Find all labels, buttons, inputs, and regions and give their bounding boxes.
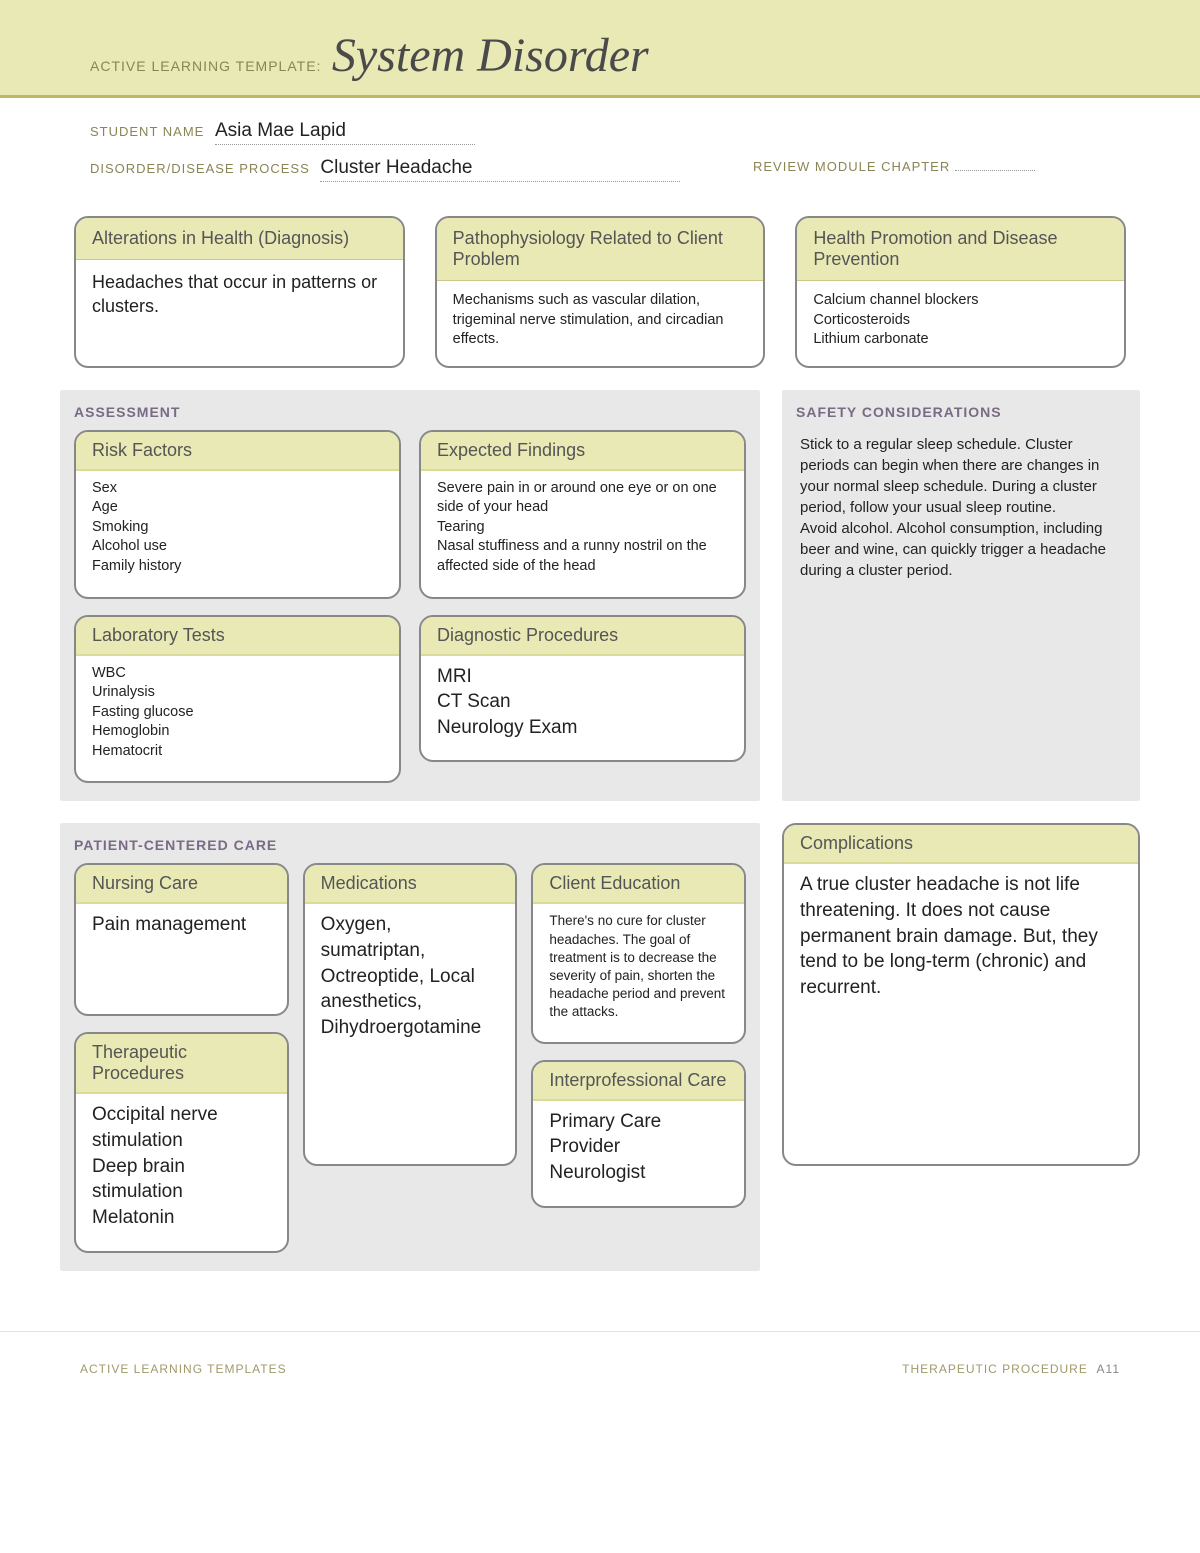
card-client-education-body: There's no cure for cluster headaches. T… [533, 904, 744, 1041]
card-medications-body: Oxygen, sumatriptan, Octreoptide, Local … [305, 904, 516, 1164]
disorder-label: DISORDER/DISEASE PROCESS [90, 161, 310, 176]
footer-left: ACTIVE LEARNING TEMPLATES [80, 1362, 287, 1376]
disorder-row: DISORDER/DISEASE PROCESS Cluster Headach… [90, 157, 1110, 182]
card-complications-body: A true cluster headache is not life thre… [784, 864, 1138, 1164]
banner-title: System Disorder [332, 28, 649, 83]
card-health-promotion-body: Calcium channel blockers Corticosteroids… [797, 281, 1124, 366]
page-footer: ACTIVE LEARNING TEMPLATES THERAPEUTIC PR… [0, 1331, 1200, 1376]
card-therapeutic-procedures: Therapeutic Procedures Occipital nerve s… [74, 1032, 289, 1252]
safety-body: Stick to a regular sleep schedule. Clust… [796, 430, 1126, 581]
card-expected-findings: Expected Findings Severe pain in or arou… [419, 430, 746, 599]
card-therapeutic-procedures-body: Occipital nerve stimulation Deep brain s… [76, 1094, 287, 1250]
card-medications: Medications Oxygen, sumatriptan, Octreop… [303, 863, 518, 1166]
card-client-education-title: Client Education [533, 865, 744, 904]
card-pathophysiology-body: Mechanisms such as vascular dilation, tr… [437, 281, 764, 366]
card-laboratory-tests: Laboratory Tests WBC Urinalysis Fasting … [74, 615, 401, 784]
card-expected-findings-title: Expected Findings [421, 432, 744, 471]
pcc-label: PATIENT-CENTERED CARE [74, 837, 746, 853]
student-name-label: STUDENT NAME [90, 124, 204, 139]
student-name-row: STUDENT NAME Asia Mae Lapid [90, 120, 1110, 145]
assessment-label: ASSESSMENT [74, 404, 746, 420]
card-laboratory-tests-title: Laboratory Tests [76, 617, 399, 656]
worksheet-page: ACTIVE LEARNING TEMPLATE: System Disorde… [0, 0, 1200, 1436]
safety-label: SAFETY CONSIDERATIONS [796, 404, 1126, 420]
card-expected-findings-body: Severe pain in or around one eye or on o… [421, 471, 744, 597]
footer-right-label: THERAPEUTIC PROCEDURE [902, 1362, 1088, 1376]
student-name-value: Asia Mae Lapid [215, 120, 475, 145]
banner-prefix: ACTIVE LEARNING TEMPLATE: [90, 58, 321, 74]
card-diagnostic-procedures: Diagnostic Procedures MRI CT Scan Neurol… [419, 615, 746, 763]
card-complications: Complications A true cluster headache is… [782, 823, 1140, 1166]
card-laboratory-tests-body: WBC Urinalysis Fasting glucose Hemoglobi… [76, 656, 399, 782]
card-interprofessional-care-title: Interprofessional Care [533, 1062, 744, 1101]
safety-panel: SAFETY CONSIDERATIONS Stick to a regular… [782, 390, 1140, 802]
card-diagnostic-procedures-body: MRI CT Scan Neurology Exam [421, 656, 744, 761]
card-pathophysiology: Pathophysiology Related to Client Proble… [435, 216, 766, 368]
card-alterations: Alterations in Health (Diagnosis) Headac… [74, 216, 405, 368]
review-chapter-blank [955, 157, 1035, 171]
complications-column: Complications A true cluster headache is… [782, 823, 1140, 1166]
review-chapter-label: REVIEW MODULE CHAPTER [753, 159, 950, 174]
main-content: Alterations in Health (Diagnosis) Headac… [0, 202, 1200, 1271]
pcc-panel: PATIENT-CENTERED CARE Nursing Care Pain … [60, 823, 760, 1270]
footer-page-code: A11 [1097, 1362, 1120, 1376]
page-banner: ACTIVE LEARNING TEMPLATE: System Disorde… [0, 0, 1200, 98]
meta-section: STUDENT NAME Asia Mae Lapid DISORDER/DIS… [0, 98, 1200, 202]
card-interprofessional-care-body: Primary Care Provider Neurologist [533, 1101, 744, 1206]
disorder-value: Cluster Headache [320, 157, 680, 182]
card-risk-factors-title: Risk Factors [76, 432, 399, 471]
card-medications-title: Medications [305, 865, 516, 904]
card-risk-factors: Risk Factors Sex Age Smoking Alcohol use… [74, 430, 401, 599]
assessment-panel: ASSESSMENT Risk Factors Sex Age Smoking … [60, 390, 760, 802]
card-alterations-title: Alterations in Health (Diagnosis) [76, 218, 403, 260]
card-nursing-care-title: Nursing Care [76, 865, 287, 904]
card-interprofessional-care: Interprofessional Care Primary Care Prov… [531, 1060, 746, 1208]
card-pathophysiology-title: Pathophysiology Related to Client Proble… [437, 218, 764, 281]
card-nursing-care: Nursing Care Pain management [74, 863, 289, 1016]
top-row: Alterations in Health (Diagnosis) Headac… [60, 216, 1140, 368]
bottom-row: PATIENT-CENTERED CARE Nursing Care Pain … [60, 823, 1140, 1270]
card-health-promotion: Health Promotion and Disease Prevention … [795, 216, 1126, 368]
card-risk-factors-body: Sex Age Smoking Alcohol use Family histo… [76, 471, 399, 597]
card-health-promotion-title: Health Promotion and Disease Prevention [797, 218, 1124, 281]
card-client-education: Client Education There's no cure for clu… [531, 863, 746, 1043]
card-alterations-body: Headaches that occur in patterns or clus… [76, 260, 403, 335]
card-therapeutic-procedures-title: Therapeutic Procedures [76, 1034, 287, 1094]
card-complications-title: Complications [784, 825, 1138, 864]
card-nursing-care-body: Pain management [76, 904, 287, 1014]
middle-row: ASSESSMENT Risk Factors Sex Age Smoking … [60, 390, 1140, 802]
card-diagnostic-procedures-title: Diagnostic Procedures [421, 617, 744, 656]
